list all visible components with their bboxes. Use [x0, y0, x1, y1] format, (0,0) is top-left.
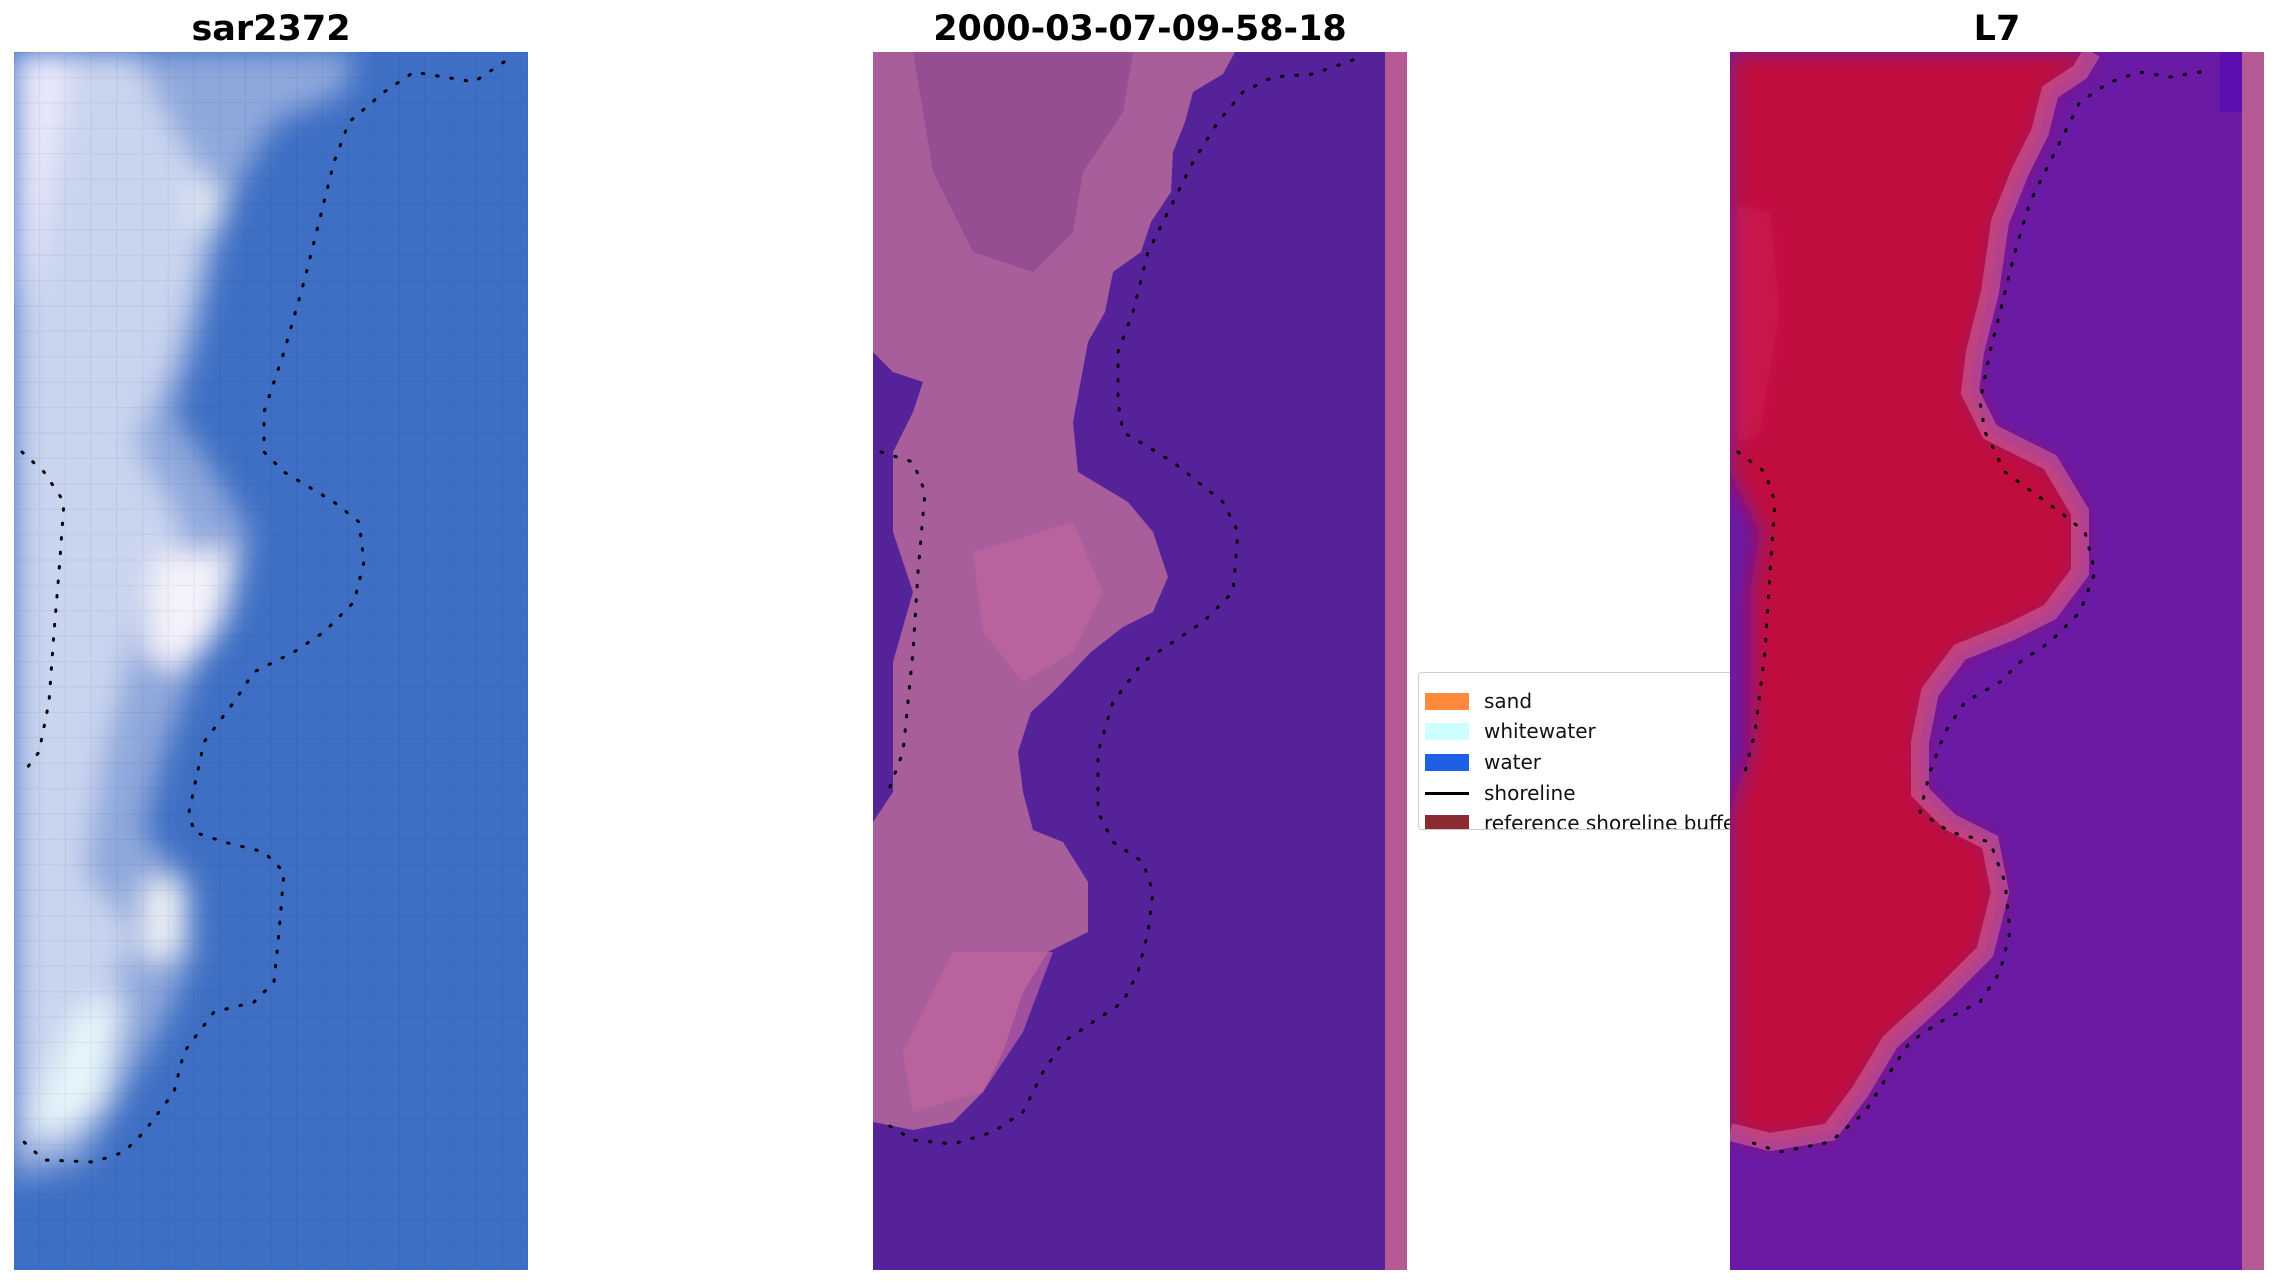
legend-label-reference-buffer: reference shoreline buffer — [1484, 811, 1730, 830]
water-index-image — [1730, 52, 2264, 1270]
legend-swatch-sand — [1425, 692, 1469, 710]
legend-item-whitewater: whitewater — [1425, 719, 1596, 743]
legend-line-shoreline — [1425, 791, 1469, 795]
legend-swatch-whitewater — [1425, 722, 1469, 740]
panel-title-rgb: sar2372 — [191, 9, 351, 49]
legend-item-sand: sand — [1425, 689, 1532, 713]
legend-item-water: water — [1425, 750, 1541, 774]
legend-label-sand: sand — [1484, 689, 1533, 713]
classified-image — [873, 52, 1407, 1270]
shoreline-dots — [881, 58, 1355, 1146]
legend: sand whitewater water shoreline referenc… — [1418, 672, 1730, 830]
right-edge-strip — [1385, 52, 1407, 1270]
legend-item-reference-buffer: reference shoreline buffer — [1425, 811, 1730, 830]
legend-label-whitewater: whitewater — [1484, 719, 1596, 743]
shoreline-dots — [1748, 70, 2202, 1154]
shoreline-dots — [22, 60, 506, 1164]
legend-label-shoreline: shoreline — [1484, 781, 1576, 805]
rgb-satellite-image — [14, 52, 528, 1270]
panel-title-classified: 2000-03-07-09-58-18 — [933, 9, 1347, 49]
panel-title-index: L7 — [1973, 9, 2021, 49]
legend-swatch-reference-buffer — [1425, 814, 1469, 829]
legend-label-water: water — [1484, 750, 1541, 774]
index-land — [1730, 52, 2092, 1142]
legend-item-shoreline: shoreline — [1425, 781, 1576, 805]
legend-swatch-water — [1425, 753, 1469, 771]
right-edge-strip — [2242, 52, 2264, 1270]
